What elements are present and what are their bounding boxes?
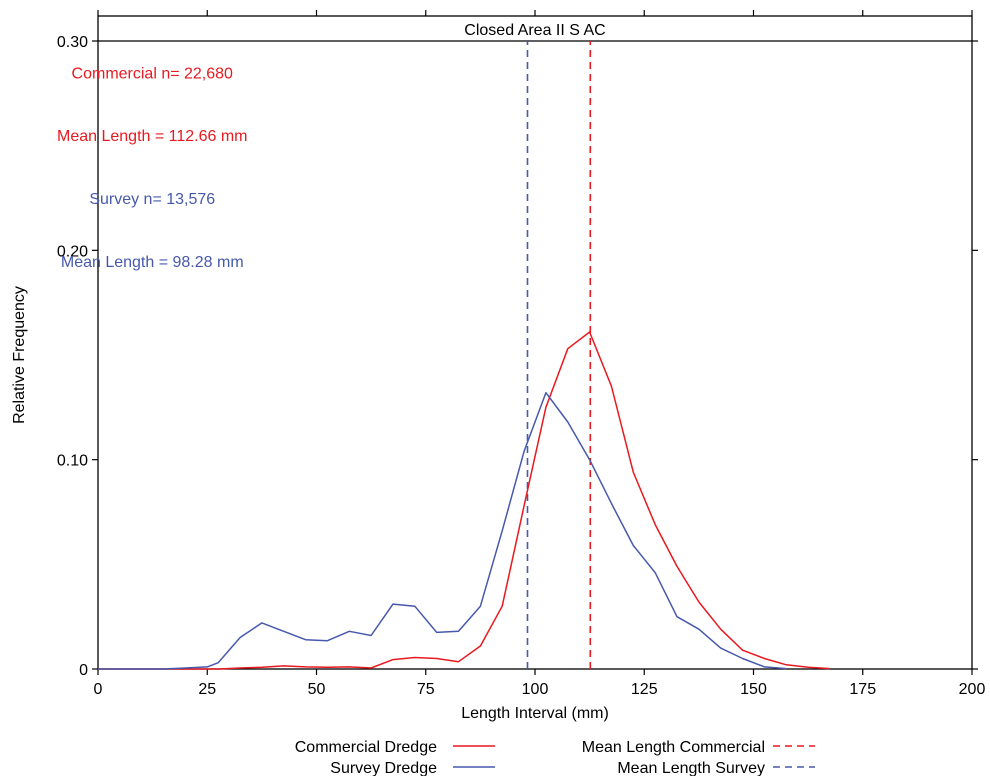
x-tick-label: 175 (849, 681, 876, 698)
y-axis-label: Relative Frequency (11, 286, 28, 424)
x-tick-label: 75 (417, 681, 435, 698)
legend-label-commercial-dredge: Commercial Dredge (295, 739, 437, 756)
y-tick-label: 0.30 (57, 34, 88, 51)
series-survey-dredge (98, 391, 787, 670)
x-tick-label: 150 (740, 681, 767, 698)
annotation-2: Mean Length = 112.66 mm (57, 128, 248, 145)
x-tick-label: 25 (198, 681, 216, 698)
series-commercial-dredge (98, 331, 831, 670)
legend-label-mean-length-commercial: Mean Length Commercial (582, 739, 765, 756)
annotation-4: Mean Length = 98.28 mm (61, 254, 244, 271)
x-tick-label: 125 (631, 681, 658, 698)
axis-ticks: 0 25 50 75 100 125 150 175 200 0 0.10 0.20 0.30 (57, 10, 986, 698)
annotation-3: Survey n= 13,576 (89, 191, 215, 208)
x-axis-label: Length Interval (mm) (461, 705, 609, 722)
plot-frame (97, 15, 973, 670)
annotation-1: Commercial n= 22,680 (72, 65, 234, 82)
legend-label-mean-length-survey: Mean Length Survey (617, 760, 765, 776)
legend: Commercial Dredge Survey Dredge Mean Lengt… (295, 739, 815, 776)
y-tick-label: 0 (79, 662, 88, 679)
y-tick-label: 0.20 (57, 243, 88, 260)
annotations: Commercial n= 22,680 Mean Length = 112.66… (57, 65, 248, 270)
x-tick-label: 100 (522, 681, 549, 698)
x-tick-label: 200 (959, 681, 986, 698)
chart-title: Closed Area II S AC (464, 22, 605, 39)
legend-label-survey-dredge: Survey Dredge (330, 760, 437, 776)
mean-lines (526, 41, 592, 669)
x-tick-label: 0 (94, 681, 103, 698)
x-tick-label: 50 (308, 681, 326, 698)
series-lines (98, 331, 831, 670)
y-tick-label: 0.10 (57, 453, 88, 470)
